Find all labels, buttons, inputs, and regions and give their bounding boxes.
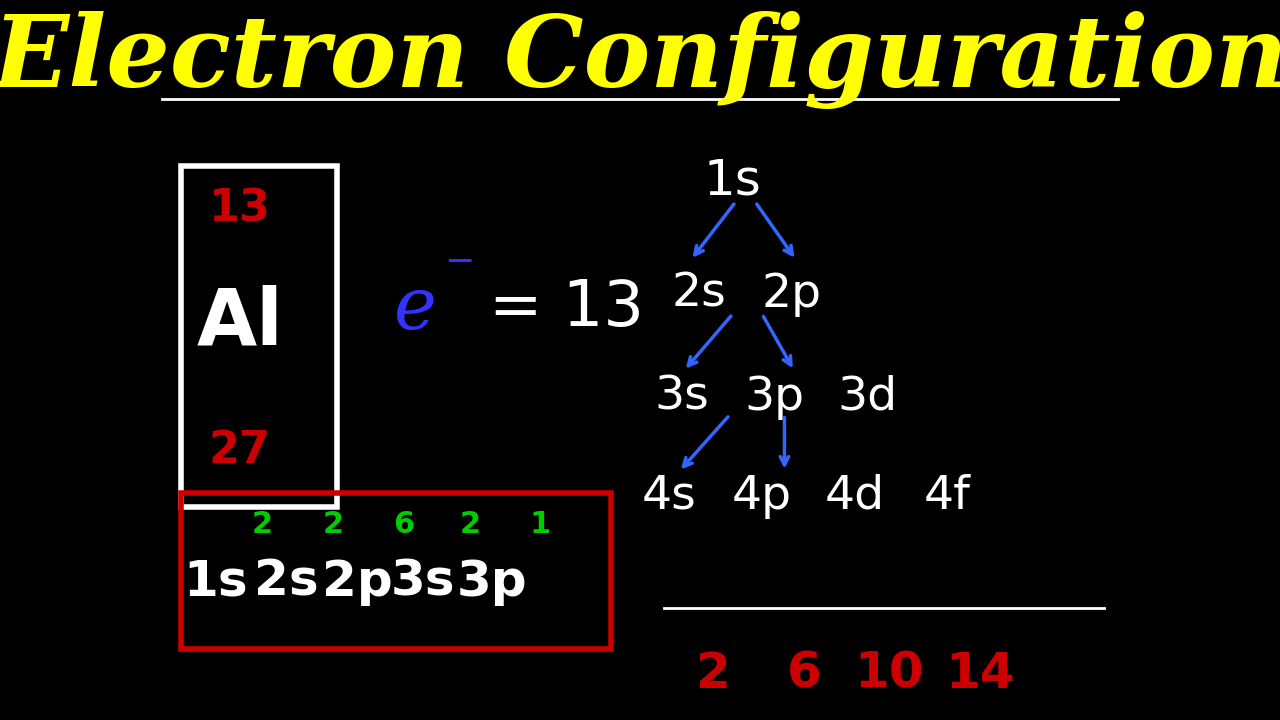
Text: 3s: 3s: [392, 557, 456, 606]
Text: 4p: 4p: [732, 474, 792, 519]
Text: 1s: 1s: [704, 156, 762, 204]
Text: 2p: 2p: [762, 271, 822, 317]
Text: 2: 2: [252, 510, 273, 539]
Text: 2: 2: [696, 650, 731, 698]
Text: 6: 6: [787, 650, 822, 698]
Text: 4d: 4d: [824, 474, 884, 519]
Text: 2s: 2s: [255, 557, 319, 606]
Text: 13: 13: [209, 187, 271, 230]
Bar: [182, 166, 338, 507]
Text: 1s: 1s: [183, 557, 248, 606]
Text: 10: 10: [854, 650, 924, 698]
Text: 3d: 3d: [837, 374, 897, 420]
Text: 2: 2: [323, 510, 344, 539]
Text: 2: 2: [460, 510, 481, 539]
Text: 3p: 3p: [456, 557, 527, 606]
Text: 2s: 2s: [671, 271, 726, 317]
Text: 4f: 4f: [924, 474, 970, 519]
Text: 2p: 2p: [321, 557, 392, 606]
Text: 6: 6: [393, 510, 415, 539]
Text: 3s: 3s: [654, 374, 709, 420]
Text: e: e: [394, 273, 436, 343]
Text: 1: 1: [530, 510, 552, 539]
Text: 14: 14: [945, 650, 1015, 698]
Text: −: −: [444, 246, 475, 279]
Text: 27: 27: [209, 429, 271, 472]
Text: 3p: 3p: [745, 374, 805, 420]
Bar: [182, 493, 611, 649]
Text: = 13: = 13: [489, 277, 644, 339]
Text: 4s: 4s: [641, 474, 696, 519]
Text: Al: Al: [196, 284, 283, 361]
Text: Electron Configuration: Electron Configuration: [0, 11, 1280, 109]
